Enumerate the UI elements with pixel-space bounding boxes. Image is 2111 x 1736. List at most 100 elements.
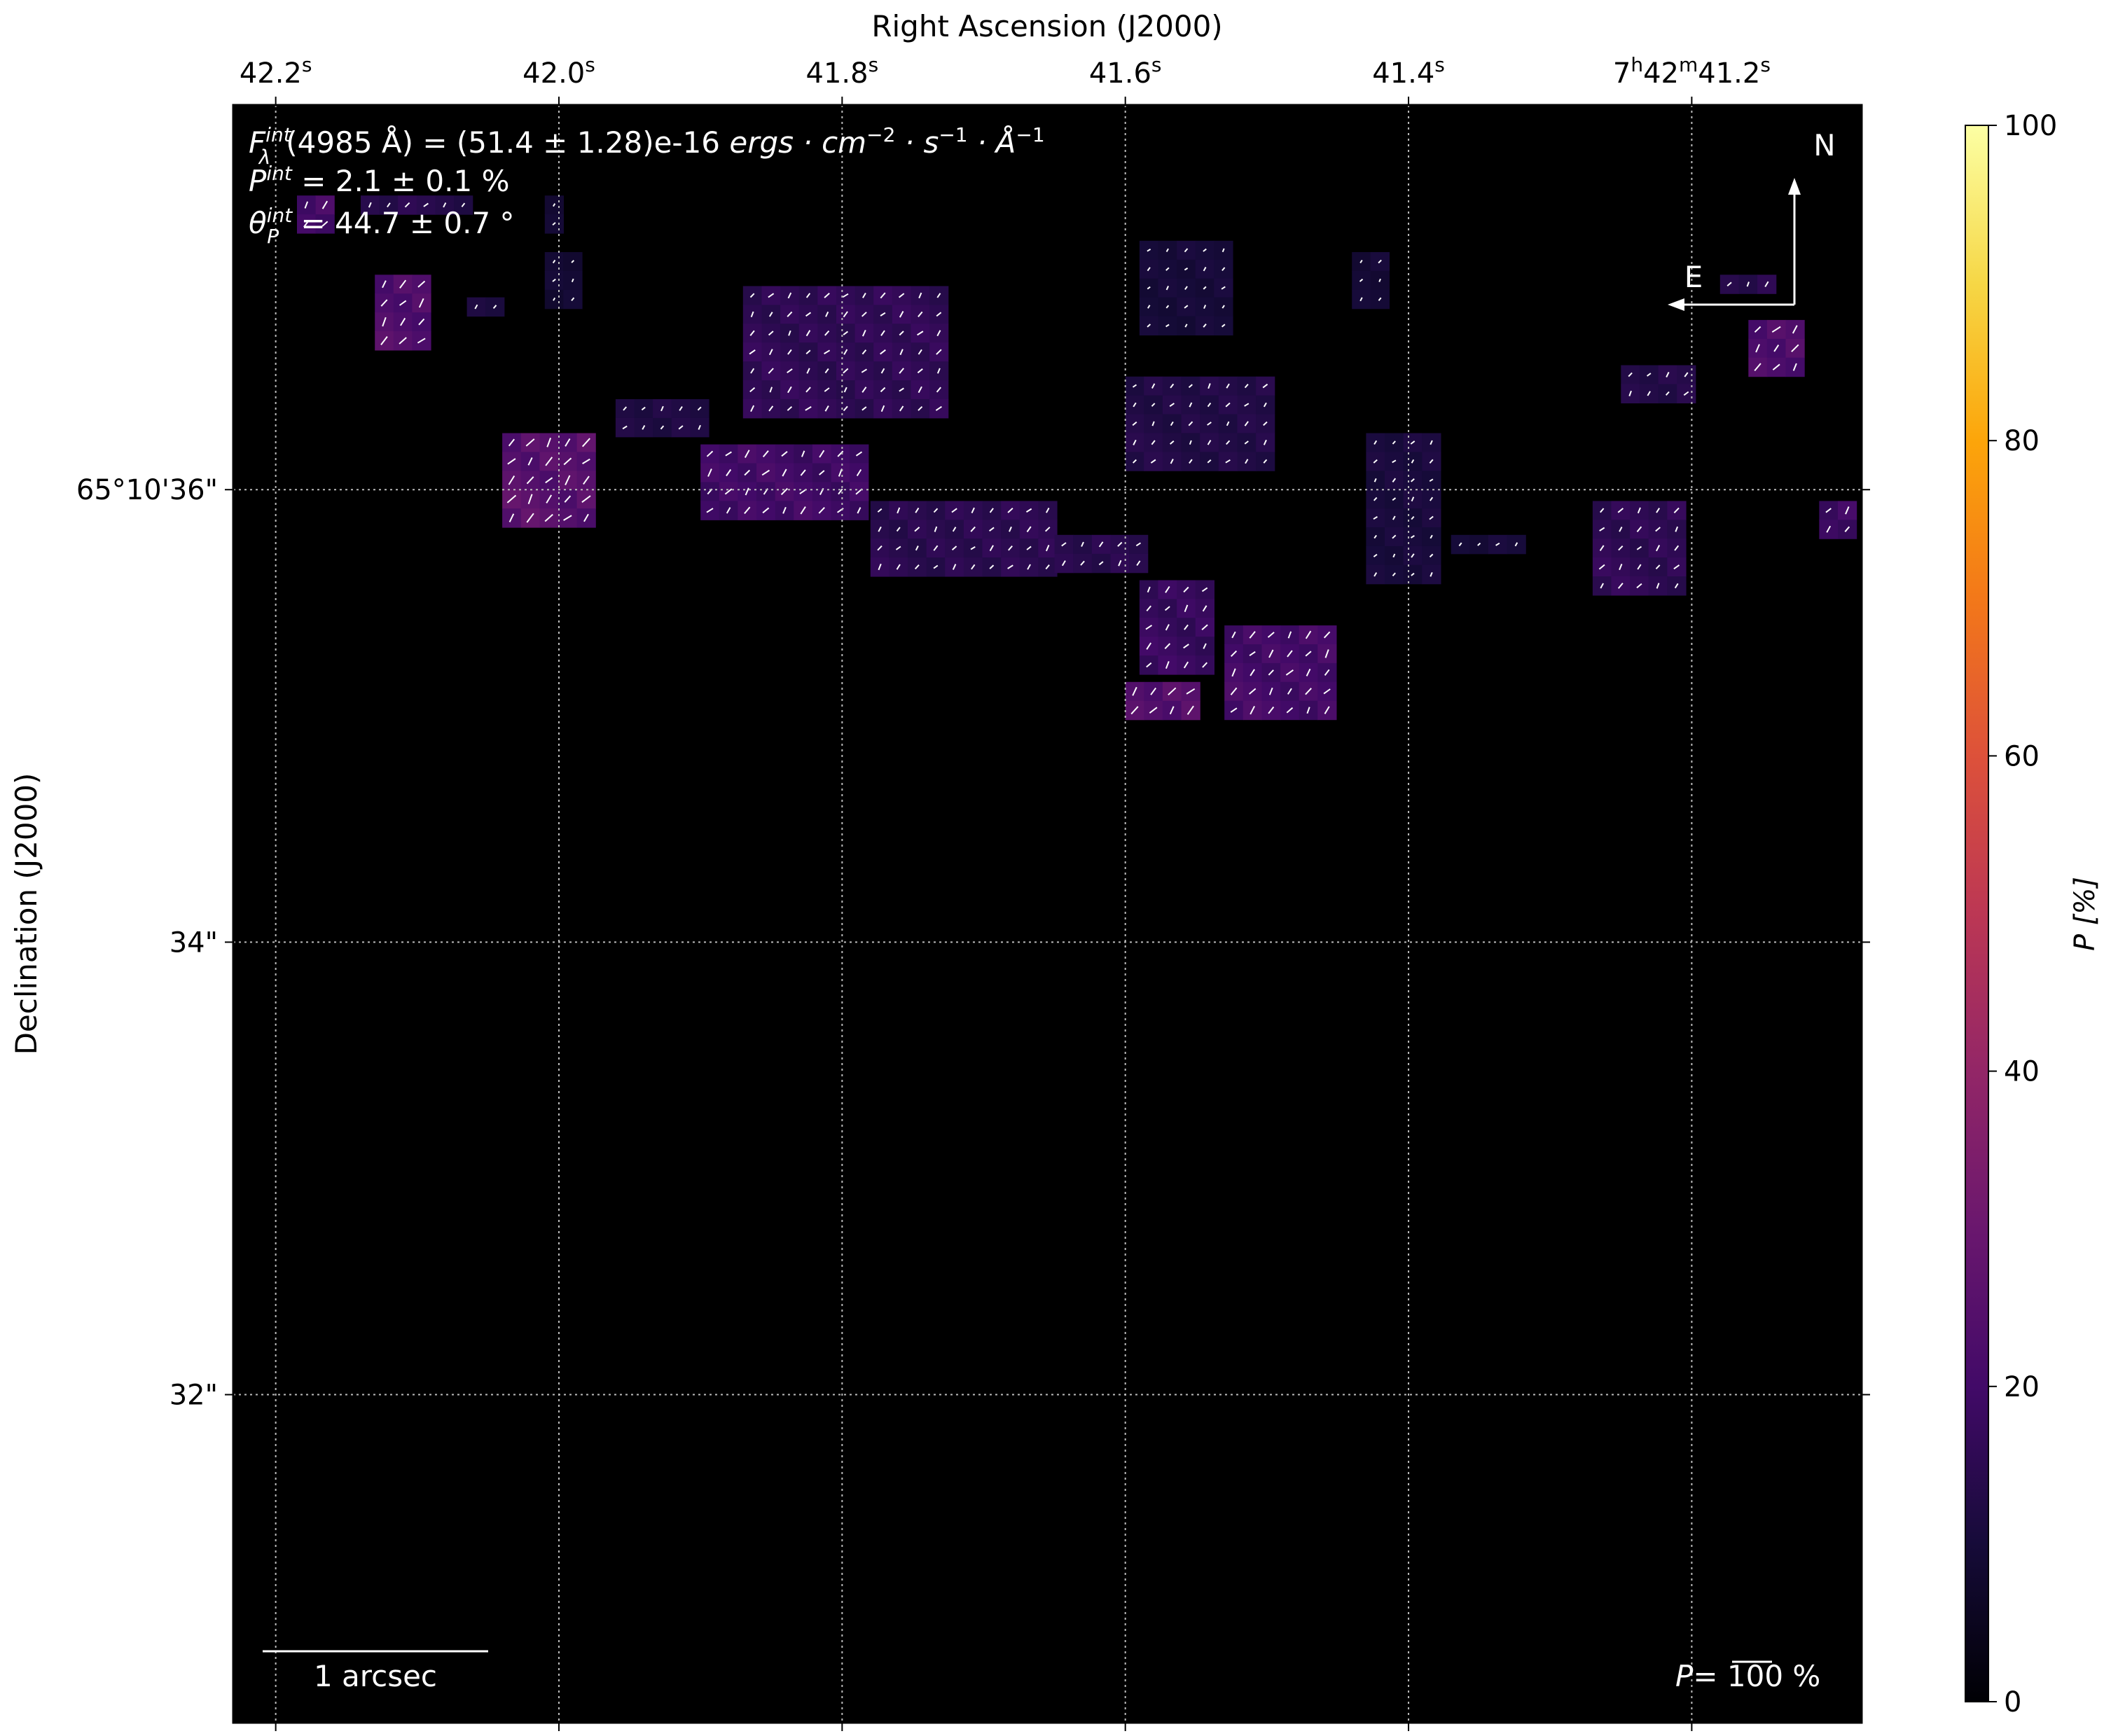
pol-vector	[553, 297, 556, 301]
pol-vector	[805, 330, 811, 337]
pol-vector	[1249, 651, 1256, 657]
pol-vector	[933, 564, 939, 569]
pol-vector	[1599, 545, 1605, 551]
pol-vector	[1133, 402, 1137, 408]
pol-vector	[418, 298, 424, 308]
pol-vector	[1221, 248, 1225, 253]
pol-vector	[1165, 267, 1170, 271]
pol-vector	[915, 546, 919, 551]
pol-vector	[1287, 631, 1292, 639]
pol-vector	[824, 405, 829, 412]
pol-vector	[914, 527, 920, 532]
pol-vector	[698, 424, 701, 430]
pol-vector	[1647, 373, 1652, 377]
pol-vector	[936, 387, 941, 393]
pol-vector	[824, 349, 831, 354]
map-region	[1139, 580, 1214, 675]
pol-vector	[933, 545, 939, 551]
pol-vector	[819, 470, 825, 475]
pol-vector	[1183, 661, 1189, 669]
pol-vector	[1250, 669, 1255, 676]
map-region	[1352, 252, 1390, 310]
pol-vector	[1429, 497, 1434, 501]
pol-vector	[1249, 631, 1256, 639]
map-region	[297, 195, 335, 234]
colorbar: 0 20 40 60 80 100 P [%]	[1965, 110, 2101, 1718]
pol-vector	[1378, 297, 1382, 301]
pol-vector	[1764, 281, 1769, 288]
pol-vector	[508, 438, 515, 447]
map-region	[361, 195, 473, 215]
pol-vector	[899, 405, 904, 412]
pol-vector	[895, 546, 901, 550]
pol-vector	[1147, 305, 1151, 309]
pol-vector	[744, 506, 751, 515]
pol-vector	[1151, 403, 1156, 407]
pol-vector	[749, 330, 755, 336]
pol-vector	[678, 425, 684, 430]
pol-vector	[1201, 624, 1208, 630]
pol-vector	[1151, 440, 1156, 445]
pol-vector	[1170, 383, 1175, 389]
pol-vector	[787, 292, 792, 299]
pol-vector	[914, 564, 920, 570]
pol-vector	[1359, 278, 1364, 282]
vector-scale-key: P= 100 %	[1675, 1659, 1820, 1693]
pol-vector	[399, 337, 407, 345]
pol-vector	[1231, 631, 1236, 639]
pol-vector	[1373, 572, 1378, 577]
pol-vector	[1411, 459, 1415, 464]
map-region	[1139, 240, 1233, 335]
pol-vector	[787, 386, 792, 394]
pol-vector	[1221, 324, 1226, 328]
pol-vector	[857, 507, 861, 514]
pol-vector	[1305, 651, 1312, 657]
x-tick-label: 41.4s	[1372, 53, 1445, 90]
scale-bar: 1 arcsec	[263, 1650, 488, 1693]
x-tick-label: 41.6s	[1089, 53, 1162, 90]
x-tick-label: 7h42m41.2s	[1613, 53, 1771, 90]
pol-vector	[989, 508, 994, 513]
pol-vector	[805, 406, 812, 411]
pol-vector	[1617, 508, 1624, 513]
pol-vector	[1146, 662, 1152, 668]
pol-vector	[399, 279, 407, 289]
pol-vector	[1514, 542, 1518, 547]
compass: N E	[1668, 128, 1836, 311]
pol-vector	[1230, 707, 1238, 713]
colorbar-ticks: 0 20 40 60 80 100	[1988, 110, 2057, 1718]
pol-vector	[1202, 662, 1208, 668]
pol-vector	[824, 368, 829, 374]
pol-vector	[1046, 507, 1050, 513]
pol-vector	[1477, 542, 1481, 546]
pol-vector	[387, 202, 391, 208]
pol-vector	[1169, 403, 1175, 408]
pol-vector	[787, 311, 793, 317]
pol-vector	[1495, 542, 1500, 546]
pol-vector	[1132, 384, 1137, 388]
pol-vector	[1027, 564, 1031, 570]
pol-vector	[563, 515, 572, 521]
pol-vector	[1324, 706, 1330, 714]
pol-vector	[745, 487, 749, 496]
pol-vector	[474, 304, 478, 310]
pol-vector	[877, 545, 883, 551]
pol-vector	[1392, 515, 1396, 520]
pol-vector	[1262, 383, 1268, 389]
pol-vector	[418, 318, 425, 326]
pol-vector	[1619, 564, 1623, 571]
pol-vector	[527, 457, 533, 466]
y-tick-label: 34"	[169, 926, 218, 959]
pol-vector	[951, 508, 957, 513]
pol-vector	[749, 349, 756, 355]
pol-vector	[1007, 564, 1013, 569]
pol-vector	[1845, 506, 1850, 515]
pol-vector	[1189, 402, 1193, 408]
pol-vector	[1147, 267, 1151, 272]
pol-vector	[1170, 459, 1174, 464]
pol-vector	[880, 330, 885, 336]
pol-vector	[897, 507, 901, 514]
map-region	[1592, 501, 1687, 596]
pol-vector	[768, 368, 774, 374]
pol-vector	[1305, 630, 1312, 639]
